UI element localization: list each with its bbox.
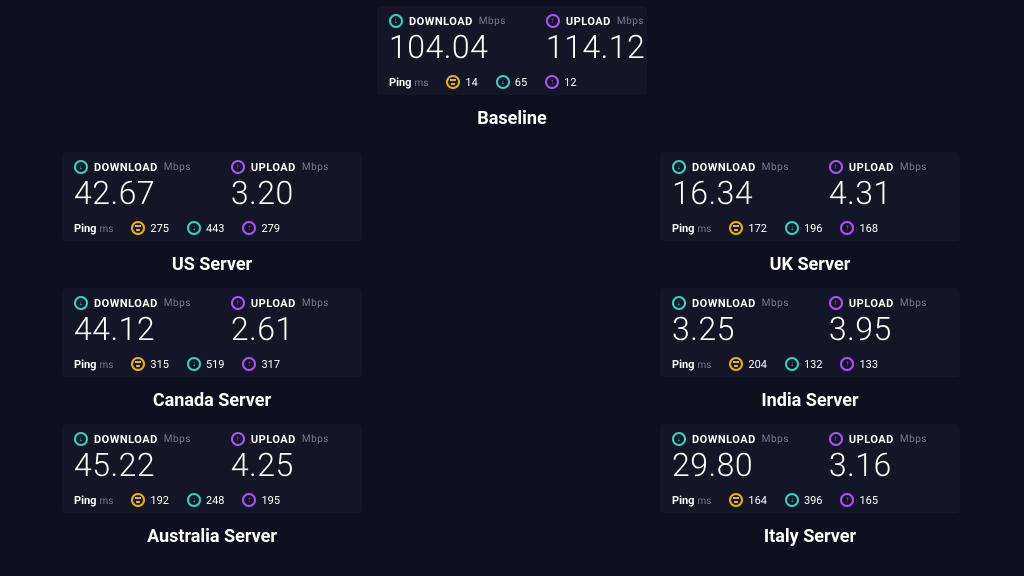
upload-value: 4.25 bbox=[231, 448, 329, 483]
ping-download: ↓248 bbox=[187, 493, 225, 507]
ping-download: ↓132 bbox=[785, 357, 823, 371]
ping-download: ↓196 bbox=[785, 221, 823, 235]
download-icon: ↓ bbox=[389, 14, 403, 28]
upload-icon: ↑ bbox=[231, 296, 245, 310]
ping-upload: ↑317 bbox=[242, 357, 280, 371]
speedtest-card-us: ↓DOWNLOADMbps 42.67 ↑UPLOADMbps 3.20 Pin… bbox=[62, 152, 362, 241]
download-value: 3.25 bbox=[672, 312, 789, 347]
upload-icon: ↑ bbox=[829, 432, 843, 446]
speedtest-card-baseline: ↓ DOWNLOAD Mbps 104.04 ↑ UPLOAD Mbps 114… bbox=[377, 6, 647, 95]
download-value: 44.12 bbox=[74, 312, 191, 347]
caption-canada: Canada Server bbox=[62, 390, 362, 411]
ping-download: ↓396 bbox=[785, 493, 823, 507]
ping-upload: ↑12 bbox=[545, 75, 576, 89]
ping-idle: 14 bbox=[446, 75, 477, 89]
caption-italy: Italy Server bbox=[660, 526, 960, 547]
speedtest-card-india: ↓DOWNLOADMbps 3.25 ↑UPLOADMbps 3.95 Ping… bbox=[660, 288, 960, 377]
download-label: DOWNLOAD bbox=[94, 161, 158, 174]
upload-icon: ↑ bbox=[231, 160, 245, 174]
download-value: 29.80 bbox=[672, 448, 789, 483]
download-metric: ↓ DOWNLOAD Mbps 104.04 bbox=[389, 14, 506, 65]
upload-label: UPLOAD bbox=[251, 161, 296, 174]
download-label: DOWNLOAD bbox=[409, 15, 473, 28]
ping-download: ↓443 bbox=[187, 221, 225, 235]
ping-upload: ↑133 bbox=[840, 357, 878, 371]
caption-baseline: Baseline bbox=[377, 108, 647, 129]
caption-uk: UK Server bbox=[660, 254, 960, 275]
upload-metric: ↑ UPLOAD Mbps 114.12 bbox=[546, 14, 645, 65]
caption-india: India Server bbox=[660, 390, 960, 411]
upload-value: 2.61 bbox=[231, 312, 329, 347]
download-icon: ↓ bbox=[74, 296, 88, 310]
ping-upload: ↑195 bbox=[242, 493, 280, 507]
mbps-unit: Mbps bbox=[479, 16, 506, 27]
upload-icon: ↑ bbox=[231, 432, 245, 446]
download-value: 104.04 bbox=[389, 30, 506, 65]
ping-idle: 172 bbox=[729, 221, 767, 235]
ping-download: ↓519 bbox=[187, 357, 225, 371]
speedtest-card-canada: ↓DOWNLOADMbps 44.12 ↑UPLOADMbps 2.61 Pin… bbox=[62, 288, 362, 377]
download-value: 45.22 bbox=[74, 448, 191, 483]
ping-label: Pingms bbox=[74, 358, 113, 371]
ping-idle: 204 bbox=[729, 357, 767, 371]
upload-value: 3.20 bbox=[231, 176, 329, 211]
ping-idle: 315 bbox=[131, 357, 169, 371]
download-icon: ↓ bbox=[672, 160, 686, 174]
upload-icon: ↑ bbox=[829, 296, 843, 310]
ping-idle: 275 bbox=[131, 221, 169, 235]
download-icon: ↓ bbox=[74, 160, 88, 174]
ping-label: Pingms bbox=[74, 222, 113, 235]
metrics-row: ↓ DOWNLOAD Mbps 104.04 ↑ UPLOAD Mbps 114… bbox=[389, 14, 635, 65]
ping-label: Pingms bbox=[672, 494, 711, 507]
ping-label: Pingms bbox=[389, 76, 428, 89]
upload-label: UPLOAD bbox=[566, 15, 611, 28]
ping-row: Pingms 14 ↓65 ↑12 bbox=[389, 71, 635, 89]
upload-value: 114.12 bbox=[546, 30, 645, 65]
ping-label: Pingms bbox=[74, 494, 113, 507]
upload-icon: ↑ bbox=[829, 160, 843, 174]
ping-idle: 192 bbox=[131, 493, 169, 507]
mbps-unit: Mbps bbox=[617, 16, 644, 27]
ping-upload: ↑279 bbox=[242, 221, 280, 235]
ping-upload: ↑168 bbox=[840, 221, 878, 235]
ping-idle: 164 bbox=[729, 493, 767, 507]
upload-value: 3.95 bbox=[829, 312, 927, 347]
download-icon: ↓ bbox=[74, 432, 88, 446]
ping-label: Pingms bbox=[672, 222, 711, 235]
ping-label: Pingms bbox=[672, 358, 711, 371]
speedtest-card-italy: ↓DOWNLOADMbps 29.80 ↑UPLOADMbps 3.16 Pin… bbox=[660, 424, 960, 513]
download-value: 42.67 bbox=[74, 176, 191, 211]
download-value: 16.34 bbox=[672, 176, 789, 211]
ping-download: ↓65 bbox=[496, 75, 527, 89]
caption-aus: Australia Server bbox=[62, 526, 362, 547]
upload-icon: ↑ bbox=[546, 14, 560, 28]
speedtest-card-uk: ↓DOWNLOADMbps 16.34 ↑UPLOADMbps 4.31 Pin… bbox=[660, 152, 960, 241]
download-icon: ↓ bbox=[672, 296, 686, 310]
speedtest-card-aus: ↓DOWNLOADMbps 45.22 ↑UPLOADMbps 4.25 Pin… bbox=[62, 424, 362, 513]
upload-value: 4.31 bbox=[829, 176, 927, 211]
upload-value: 3.16 bbox=[829, 448, 927, 483]
ping-upload: ↑165 bbox=[840, 493, 878, 507]
download-icon: ↓ bbox=[672, 432, 686, 446]
caption-us: US Server bbox=[62, 254, 362, 275]
